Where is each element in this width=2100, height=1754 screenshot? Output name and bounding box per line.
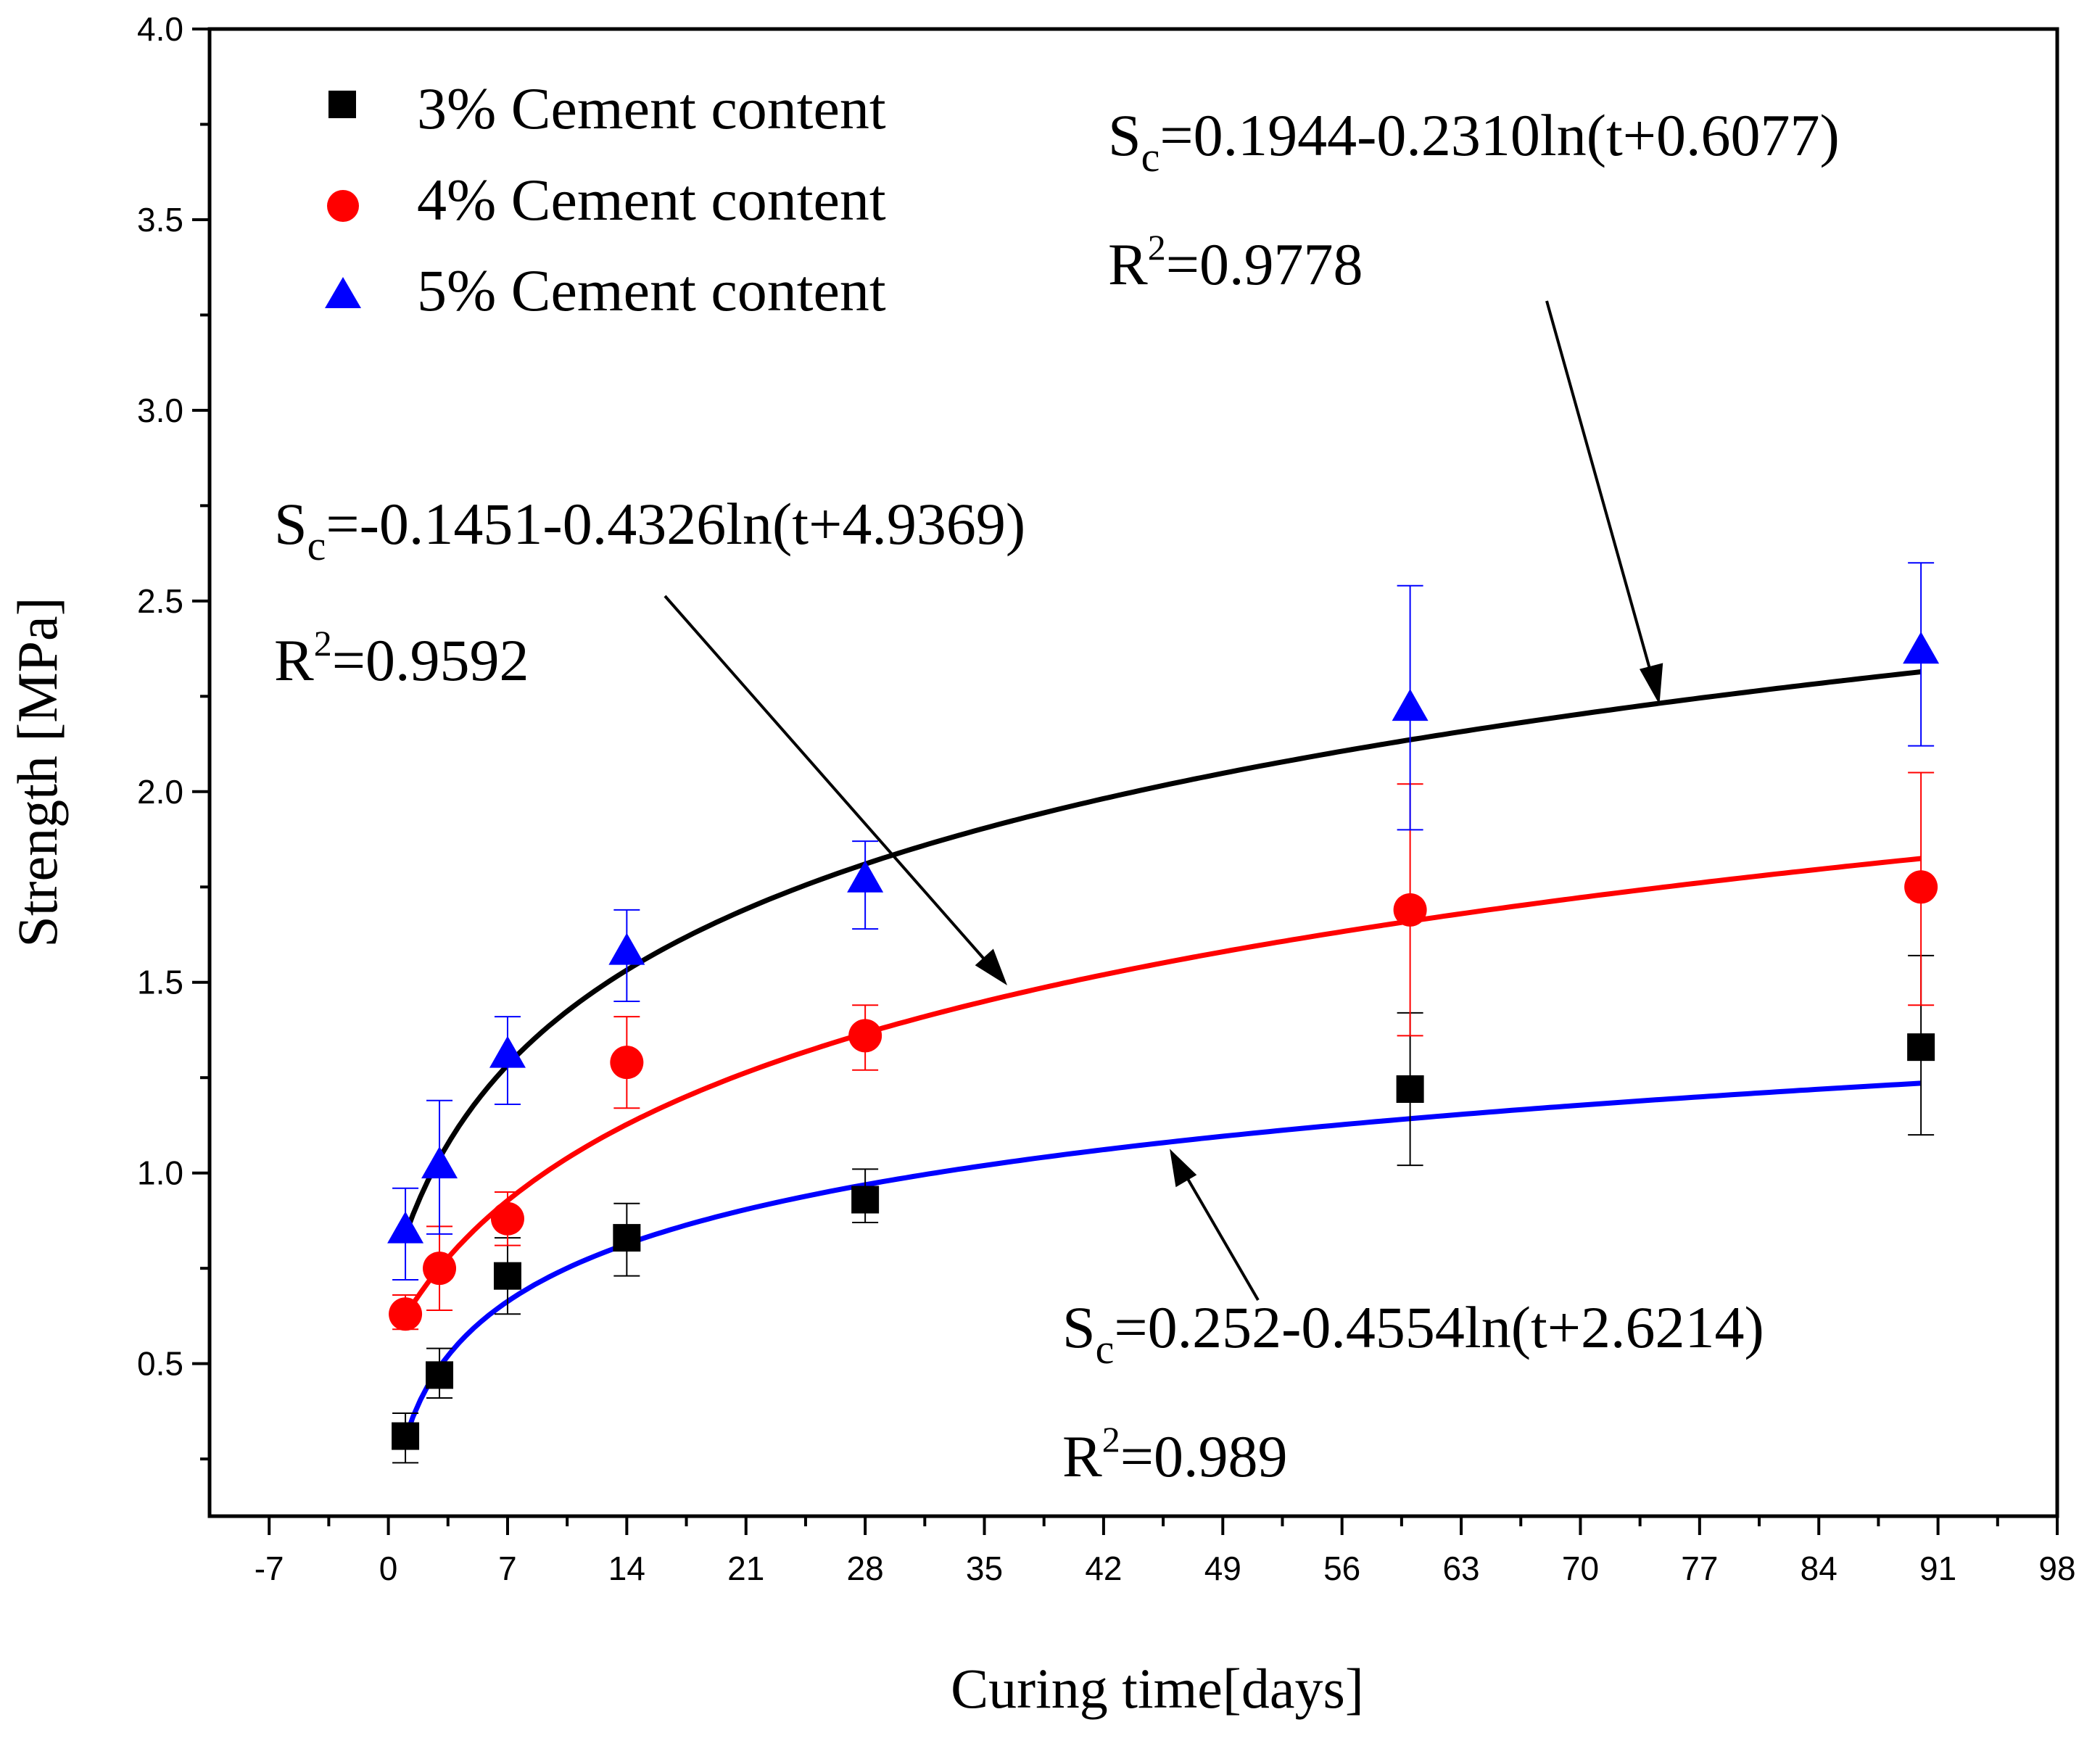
data-point-3pct (613, 1224, 641, 1252)
eq-4pct-formula: =-0.1451-0.4326ln(t+4.9369) (326, 491, 1025, 557)
x-tick-label: 7 (498, 1550, 517, 1587)
arrow-4pct-line (664, 595, 993, 969)
data-point-3pct (493, 1262, 521, 1290)
data-point-3pct (1907, 1033, 1935, 1062)
y-tick-label: 2.5 (137, 582, 183, 620)
data-point-3pct (426, 1361, 454, 1389)
data-point-4pct (1393, 893, 1427, 927)
eq-4pct-sup: 2 (314, 623, 332, 663)
data-markers (387, 632, 1940, 1450)
legend-marker-4pct (327, 190, 359, 222)
fit-curve-2 (402, 1080, 1922, 1439)
svg-text:Sc=0.252-0.4554ln(t+2.6214): Sc=0.252-0.4554ln(t+2.6214) (1062, 1294, 1764, 1373)
data-point-4pct (389, 1297, 423, 1331)
arrow-5pct-line (1545, 300, 1655, 682)
data-point-3pct (851, 1186, 880, 1214)
x-tick-label: 63 (1442, 1550, 1479, 1587)
data-point-3pct (392, 1422, 420, 1450)
eq-3pct-formula: =0.252-0.4554ln(t+2.6214) (1114, 1294, 1764, 1360)
data-point-3pct (1396, 1075, 1424, 1103)
data-point-5pct (608, 932, 645, 965)
x-tick-label: 21 (727, 1550, 764, 1587)
data-point-4pct (1904, 870, 1938, 904)
eq-3pct-s: S (1062, 1294, 1096, 1360)
legend-label-3pct: 3% Cement content (417, 75, 886, 141)
y-axis-title: Strength [MPa] (6, 597, 69, 947)
x-tick-label: 14 (608, 1550, 645, 1587)
legend: 3% Cement content 4% Cement content 5% C… (325, 75, 886, 323)
arrow-3pct-head (1170, 1149, 1197, 1188)
x-tick-label: 98 (2038, 1550, 2075, 1587)
eq-5pct-formula: =0.1944-0.2310ln(t+0.6077) (1159, 102, 1839, 168)
plot-frame (207, 27, 2059, 1518)
svg-text:R2=0.9592: R2=0.9592 (274, 623, 529, 693)
arrow-5pct-head (1639, 663, 1663, 705)
eq-3pct-sup: 2 (1102, 1419, 1120, 1460)
annotation-3pct: Sc=0.252-0.4554ln(t+2.6214) R2=0.989 (1062, 1294, 1764, 1489)
data-point-5pct (421, 1146, 458, 1179)
svg-text:R2=0.989: R2=0.989 (1062, 1419, 1287, 1489)
x-tick-label: 0 (379, 1550, 398, 1587)
fit-lines (402, 669, 1922, 1439)
data-point-4pct (848, 1019, 882, 1053)
fit-curve-0 (402, 669, 1922, 1236)
x-axis-title: Curing time[days] (951, 1657, 1364, 1720)
eq-5pct-sup: 2 (1148, 227, 1166, 268)
x-tick-label: 28 (847, 1550, 884, 1587)
y-tick-label: 1.0 (137, 1154, 183, 1192)
eq-4pct-s: S (274, 491, 307, 557)
legend-label-5pct: 5% Cement content (417, 257, 886, 323)
y-tick-label: 1.5 (137, 964, 183, 1001)
y-tick-label: 4.0 (137, 10, 183, 48)
x-tick-label: 91 (1919, 1550, 1956, 1587)
data-point-4pct (423, 1252, 457, 1286)
annotation-4pct: Sc=-0.1451-0.4326ln(t+4.9369) R2=0.9592 (274, 491, 1025, 693)
legend-marker-3pct (328, 91, 356, 118)
data-point-5pct (387, 1211, 424, 1244)
y-tick-label: 2.0 (137, 773, 183, 811)
eq-5pct-s: S (1108, 102, 1141, 168)
svg-text:Sc=0.1944-0.2310ln(t+0.6077): Sc=0.1944-0.2310ln(t+0.6077) (1108, 102, 1840, 181)
y-tick-label: 3.0 (137, 392, 183, 429)
x-tick-label: -7 (255, 1550, 284, 1587)
x-tick-label: 35 (966, 1550, 1003, 1587)
legend-marker-5pct (325, 277, 361, 308)
y-tick-label: 0.5 (137, 1345, 183, 1383)
annotation-5pct: Sc=0.1944-0.2310ln(t+0.6077) R2=0.9778 (1108, 102, 1840, 297)
svg-text:Sc=-0.1451-0.4326ln(t+4.9369): Sc=-0.1451-0.4326ln(t+4.9369) (274, 491, 1025, 569)
eq-4pct-r: R (274, 627, 314, 693)
data-point-5pct (1903, 632, 1940, 664)
y-tick-label: 3.5 (137, 201, 183, 239)
x-tick-label: 77 (1681, 1550, 1718, 1587)
data-point-5pct (489, 1035, 526, 1068)
eq-3pct-r2: =0.989 (1120, 1423, 1288, 1489)
eq-5pct-sub: c (1141, 133, 1160, 181)
annotation-arrows (664, 300, 1663, 1302)
x-tick-label: 70 (1562, 1550, 1599, 1587)
arrow-3pct-line (1181, 1167, 1260, 1302)
fit-curve-1 (403, 856, 1922, 1317)
x-tick-label: 49 (1204, 1550, 1241, 1587)
data-point-4pct (610, 1046, 644, 1080)
eq-4pct-r2: =0.9592 (332, 627, 529, 693)
x-tick-label: 84 (1801, 1550, 1838, 1587)
svg-text:R2=0.9778: R2=0.9778 (1108, 227, 1363, 297)
axis-ticks: -7 0 7 14 21 28 35 42 49 56 63 70 77 84 91 98 0.5 1.0 1.5 2… (137, 10, 2076, 1587)
legend-label-4pct: 4% Cement content (417, 167, 886, 233)
eq-4pct-sub: c (307, 522, 326, 569)
eq-5pct-r: R (1108, 231, 1148, 297)
arrow-4pct-head (975, 948, 1007, 985)
eq-3pct-sub: c (1096, 1325, 1115, 1373)
data-point-5pct (847, 860, 884, 893)
data-point-5pct (1392, 689, 1429, 721)
x-tick-label: 56 (1323, 1550, 1360, 1587)
data-point-4pct (490, 1201, 524, 1236)
x-tick-label: 42 (1085, 1550, 1122, 1587)
eq-5pct-r2: =0.9778 (1166, 231, 1363, 297)
eq-3pct-r: R (1062, 1423, 1102, 1489)
